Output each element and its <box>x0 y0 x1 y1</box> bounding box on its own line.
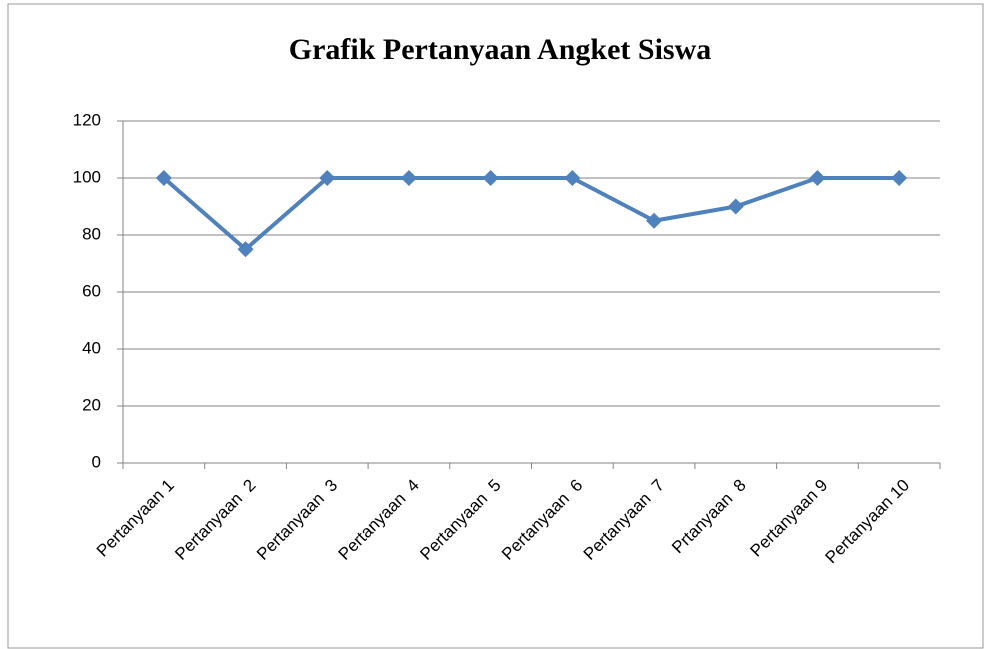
marker <box>155 170 172 186</box>
y-tick-label: 60 <box>82 281 101 300</box>
marker <box>482 170 499 186</box>
y-tick-label: 0 <box>92 452 101 471</box>
series-line <box>162 176 900 252</box>
chart-frame <box>7 3 984 649</box>
y-tick-label: 80 <box>82 224 101 243</box>
y-tick-label: 20 <box>82 395 101 414</box>
marker <box>237 241 254 258</box>
marker <box>646 212 663 229</box>
marker <box>400 170 417 186</box>
marker <box>809 170 826 186</box>
marker <box>891 170 908 186</box>
y-tick-label: 100 <box>73 167 101 186</box>
chart-title: Grafik Pertanyaan Angket Siswa <box>289 33 712 66</box>
marker <box>564 170 581 186</box>
marker <box>319 170 336 186</box>
marker <box>727 198 744 215</box>
y-tick-label: 120 <box>73 110 101 129</box>
y-tick-label: 40 <box>82 338 101 357</box>
